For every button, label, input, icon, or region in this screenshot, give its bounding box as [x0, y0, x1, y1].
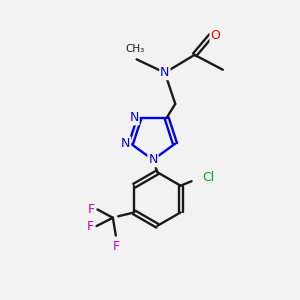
Text: F: F	[86, 220, 94, 232]
Text: N: N	[121, 137, 130, 150]
Text: F: F	[112, 240, 119, 253]
Text: Cl: Cl	[202, 170, 215, 184]
Text: O: O	[211, 29, 220, 42]
Text: CH₃: CH₃	[125, 44, 145, 54]
Text: N: N	[129, 111, 139, 124]
Text: F: F	[87, 203, 94, 216]
Text: N: N	[160, 66, 170, 79]
Text: N: N	[148, 153, 158, 166]
